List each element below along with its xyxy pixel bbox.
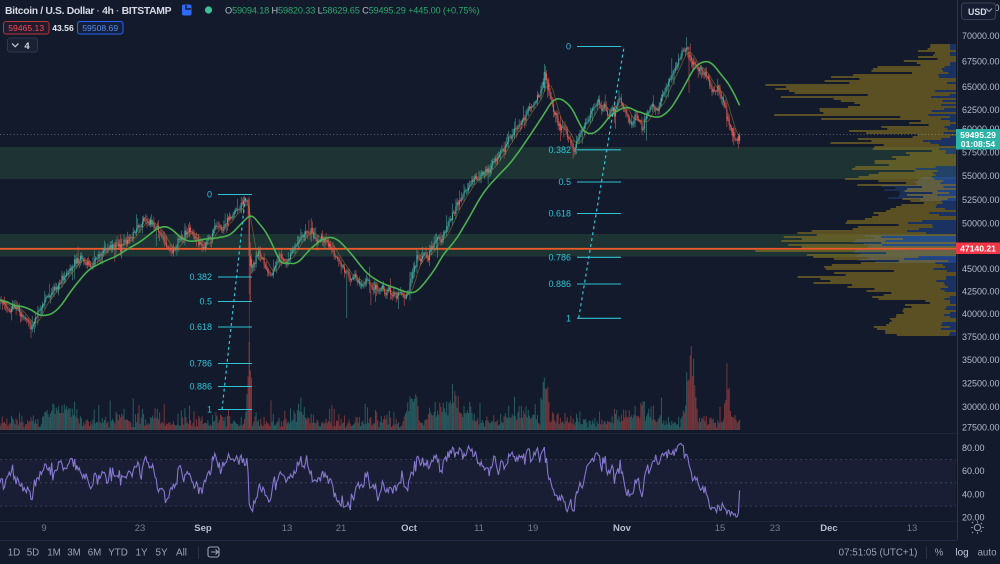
svg-text:1: 1 <box>207 405 212 415</box>
svg-text:O59094.18 H59820.33 L58629.65: O59094.18 H59820.33 L58629.65 C59495.29 … <box>225 6 479 16</box>
svg-text:13: 13 <box>907 523 918 534</box>
svg-text:59508.69: 59508.69 <box>82 23 118 33</box>
svg-text:Oct: Oct <box>401 523 418 534</box>
svg-text:52500.00: 52500.00 <box>962 195 1000 205</box>
svg-text:0.5: 0.5 <box>199 297 212 307</box>
svg-text:log: log <box>955 548 968 559</box>
svg-text:23: 23 <box>770 523 781 534</box>
svg-text:50000.00: 50000.00 <box>962 219 1000 229</box>
svg-text:35000.00: 35000.00 <box>962 355 1000 365</box>
svg-text:Nov: Nov <box>613 523 632 534</box>
svg-text:YTD: YTD <box>108 548 128 559</box>
svg-text:01:08:54: 01:08:54 <box>961 139 996 149</box>
svg-text:42500.00: 42500.00 <box>962 286 1000 296</box>
svg-text:5D: 5D <box>27 548 40 559</box>
svg-text:%: % <box>935 548 944 559</box>
svg-text:1D: 1D <box>8 548 21 559</box>
svg-text:40.00: 40.00 <box>962 490 985 500</box>
svg-text:0.618: 0.618 <box>189 322 212 332</box>
svg-text:0.382: 0.382 <box>548 145 571 155</box>
svg-text:0: 0 <box>566 42 571 52</box>
svg-text:0.618: 0.618 <box>548 209 571 219</box>
svg-text:3M: 3M <box>67 548 81 559</box>
svg-text:1: 1 <box>566 313 571 323</box>
svg-text:9: 9 <box>41 523 46 534</box>
svg-text:1M: 1M <box>47 548 61 559</box>
svg-text:19: 19 <box>528 523 539 534</box>
svg-text:15: 15 <box>715 523 726 534</box>
svg-text:Sep: Sep <box>194 523 212 534</box>
svg-text:5Y: 5Y <box>156 548 168 559</box>
svg-text:67500.00: 67500.00 <box>962 57 1000 67</box>
svg-text:20.00: 20.00 <box>962 513 985 523</box>
svg-text:All: All <box>176 548 187 559</box>
svg-text:11: 11 <box>474 523 484 534</box>
svg-text:0: 0 <box>207 190 212 200</box>
svg-text:59465.13: 59465.13 <box>8 23 44 33</box>
svg-text:USD: USD <box>968 7 987 17</box>
svg-text:0.786: 0.786 <box>548 252 571 262</box>
svg-text:07:51:05 (UTC+1): 07:51:05 (UTC+1) <box>839 548 918 559</box>
svg-text:62500.00: 62500.00 <box>962 105 1000 115</box>
svg-text:70000.00: 70000.00 <box>962 31 1000 41</box>
svg-text:0.5: 0.5 <box>558 177 571 187</box>
svg-text:60.00: 60.00 <box>962 466 985 476</box>
svg-text:80.00: 80.00 <box>962 443 985 453</box>
svg-text:Bitcoin / U.S. Dollar · 4h · B: Bitcoin / U.S. Dollar · 4h · BITSTAMP <box>5 6 172 17</box>
svg-text:0.786: 0.786 <box>189 359 212 369</box>
svg-text:59495.29: 59495.29 <box>960 130 996 140</box>
svg-text:40000.00: 40000.00 <box>962 309 1000 319</box>
svg-text:0.382: 0.382 <box>189 272 212 282</box>
svg-text:0.886: 0.886 <box>189 382 212 392</box>
svg-text:13: 13 <box>282 523 293 534</box>
svg-text:55000.00: 55000.00 <box>962 171 1000 181</box>
svg-text:21: 21 <box>336 523 347 534</box>
svg-text:65000.00: 65000.00 <box>962 82 1000 92</box>
svg-text:0.886: 0.886 <box>548 279 571 289</box>
svg-text:4: 4 <box>24 41 30 52</box>
svg-text:43.56: 43.56 <box>52 23 74 33</box>
svg-text:37500.00: 37500.00 <box>962 332 1000 342</box>
svg-text:Dec: Dec <box>820 523 837 534</box>
svg-text:30000.00: 30000.00 <box>962 402 1000 412</box>
svg-text:32500.00: 32500.00 <box>962 379 1000 389</box>
svg-text:45000.00: 45000.00 <box>962 264 1000 274</box>
svg-text:47140.21: 47140.21 <box>960 243 996 253</box>
svg-text:27500.00: 27500.00 <box>962 423 1000 433</box>
svg-text:auto: auto <box>977 548 997 559</box>
svg-text:6M: 6M <box>88 548 102 559</box>
svg-text:1Y: 1Y <box>136 548 148 559</box>
svg-text:23: 23 <box>135 523 146 534</box>
svg-text:57500.00: 57500.00 <box>962 148 1000 158</box>
